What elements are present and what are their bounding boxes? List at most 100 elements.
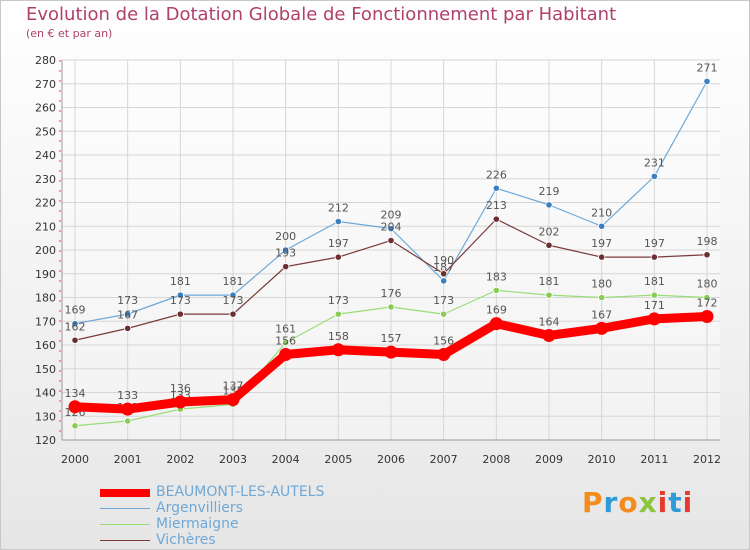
x-tick-label: 2011 [640, 453, 668, 466]
data-label: 169 [65, 304, 86, 317]
chart-subtitle: (en € et par an) [26, 27, 113, 40]
data-point [331, 343, 345, 357]
brand-logo: Proxiti [582, 486, 693, 519]
y-tick-label: 170 [35, 315, 56, 328]
x-tick-label: 2006 [377, 453, 405, 466]
data-label: 173 [223, 294, 244, 307]
data-point [545, 291, 553, 299]
x-tick-label: 2010 [588, 453, 616, 466]
data-point [121, 402, 135, 416]
data-label: 136 [170, 382, 191, 395]
data-label: 212 [328, 202, 349, 215]
data-label: 181 [539, 275, 560, 288]
data-point [387, 225, 395, 233]
data-point [387, 236, 395, 245]
y-tick-label: 280 [35, 54, 56, 67]
brand-letter: i [682, 486, 694, 519]
data-label: 183 [486, 270, 507, 283]
x-tick-label: 2005 [324, 453, 352, 466]
data-point [282, 263, 290, 271]
data-point [545, 241, 553, 249]
data-point [650, 291, 658, 299]
data-point [650, 172, 658, 180]
data-point [226, 393, 240, 407]
data-point [598, 222, 606, 230]
y-tick-label: 200 [35, 244, 56, 257]
brand-letter: x [638, 486, 658, 519]
data-point [334, 310, 342, 318]
data-label: 213 [486, 199, 507, 212]
data-point [176, 291, 184, 299]
y-tick-label: 210 [35, 220, 56, 233]
data-label: 173 [170, 294, 191, 307]
x-tick-label: 2007 [430, 453, 458, 466]
y-tick-label: 150 [35, 363, 56, 376]
data-point [440, 310, 448, 318]
data-label: 133 [117, 389, 138, 402]
data-point [334, 217, 342, 226]
data-label: 173 [433, 294, 454, 307]
y-tick-label: 260 [35, 102, 56, 115]
legend-swatch-argenvilliers [100, 508, 150, 509]
legend-swatch-miermaigne [100, 524, 150, 525]
data-label: 193 [275, 247, 296, 260]
data-point [124, 310, 132, 318]
data-point [71, 422, 79, 430]
data-point [124, 324, 132, 332]
data-point [489, 317, 503, 331]
x-tick-label: 2001 [114, 453, 142, 466]
data-point [598, 253, 606, 261]
data-label: 200 [275, 230, 296, 243]
x-tick-label: 2003 [219, 453, 247, 466]
data-label: 172 [697, 297, 718, 310]
data-point [542, 329, 556, 342]
data-point [647, 312, 661, 326]
y-tick-label: 190 [35, 268, 56, 281]
y-tick-label: 250 [35, 125, 56, 138]
y-tick-label: 240 [35, 149, 56, 162]
y-tick-label: 130 [35, 410, 56, 423]
x-tick-label: 2008 [482, 453, 510, 466]
data-label: 171 [644, 299, 665, 312]
data-label: 176 [381, 287, 402, 300]
data-label: 181 [644, 275, 665, 288]
data-label: 167 [591, 308, 612, 321]
legend-label-licheres: Vichères [156, 532, 216, 548]
data-label: 271 [697, 61, 718, 74]
data-point [703, 77, 711, 85]
data-point [492, 184, 500, 192]
data-label: 181 [170, 275, 191, 288]
data-point [545, 201, 553, 209]
x-tick-label: 2004 [272, 453, 300, 466]
data-label: 219 [539, 185, 560, 198]
series-beaumont-les-autels: 134 133 136 137 156 158 157 156 169 164 167 171 172 [65, 297, 718, 416]
data-point [437, 348, 451, 361]
data-point [492, 286, 500, 294]
data-label: 210 [591, 206, 612, 219]
data-label: 161 [275, 323, 296, 336]
data-point [703, 251, 711, 259]
data-label: 180 [697, 278, 718, 291]
data-label: 204 [381, 221, 402, 234]
data-point [71, 320, 79, 328]
data-label: 156 [433, 335, 454, 348]
data-point [282, 339, 290, 347]
brand-letter: i [657, 486, 669, 519]
x-tick-label: 2002 [166, 453, 194, 466]
data-point [279, 348, 293, 361]
data-point [282, 246, 290, 254]
data-point [595, 321, 609, 335]
legend-swatch-licheres [100, 540, 150, 541]
data-point [71, 336, 79, 344]
data-label: 190 [433, 254, 454, 267]
data-label: 226 [486, 168, 507, 181]
data-label: 202 [539, 225, 560, 238]
data-label: 197 [591, 237, 612, 250]
brand-letter: o [618, 486, 639, 519]
data-label: 180 [591, 278, 612, 291]
data-label: 156 [275, 335, 296, 348]
data-point [700, 310, 714, 323]
